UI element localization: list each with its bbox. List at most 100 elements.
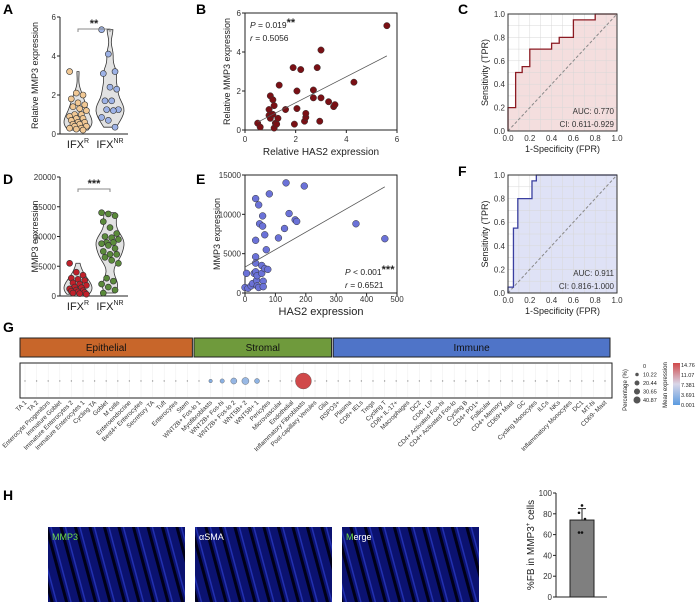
data-point [251, 194, 260, 203]
x-tick-label: 2 [293, 135, 298, 144]
significance-bracket [77, 188, 111, 192]
data-point [76, 105, 83, 112]
dot-18 [230, 377, 238, 385]
dot-28 [349, 380, 351, 382]
ci-label: CI: 0.816-1.000 [559, 282, 615, 291]
data-point [317, 94, 325, 102]
dot-16 [208, 379, 213, 383]
data-point [101, 254, 109, 261]
dot-23 [291, 380, 293, 382]
y-tick-label: 20 [543, 572, 552, 581]
dotplot-frame [19, 362, 613, 399]
group-label: Epithelial [86, 343, 127, 354]
data-point [269, 96, 277, 104]
x-tick-label: 0 [243, 295, 248, 304]
data-point [115, 236, 122, 243]
significance-stars: *** [88, 178, 102, 190]
dot-13 [175, 380, 177, 382]
plot-frame [507, 174, 618, 294]
chart-b: 0 2 4 6 0 2 4 6 Relative HAS2 expression Relative… [222, 9, 400, 158]
data-point [111, 123, 119, 131]
y-tick-label: 0 [237, 289, 242, 298]
data-point [331, 101, 339, 109]
y-axis-label: Relative MMP3 expression [30, 22, 40, 129]
regression-line [244, 186, 386, 268]
data-point [325, 98, 333, 106]
dot-41 [499, 380, 502, 382]
chart-e: 0 5000 10000 15000 0 100 200 300 400 500 HAS2 expr… [212, 171, 404, 318]
y-tick-label: 0.4 [494, 242, 506, 251]
data-point [101, 97, 109, 105]
group-bar-immune [332, 337, 611, 358]
dot-22 [279, 380, 281, 382]
dot-9 [128, 380, 131, 382]
dot-37 [453, 380, 455, 382]
y-axis-label: Sensitivity (TPR) [480, 39, 490, 106]
panel-label-g: G [3, 319, 14, 335]
data-point [258, 222, 267, 230]
image-asma [195, 527, 332, 602]
data-point [66, 259, 73, 267]
chart-c: 0.00.0 0.2 0.2 0.4 0.4 0.6 0.6 0.8 0.8 1.0 1.0 1-Sp… [480, 10, 623, 154]
y-tick-label: 0.6 [494, 57, 506, 66]
data-point [264, 265, 272, 274]
group-label: Immune [454, 343, 491, 354]
x-tick-label: 200 [299, 295, 313, 304]
roc-curve [507, 174, 617, 293]
x-tick-label: IFXNR [96, 300, 123, 313]
dot-35 [430, 380, 432, 382]
p-stars: *** [382, 264, 396, 276]
size-legend-dot [634, 380, 640, 386]
data-point [67, 95, 75, 103]
data-point [103, 274, 110, 282]
dot-30 [372, 380, 374, 382]
x-tick-label: 0 [243, 135, 248, 144]
data-point [83, 107, 90, 114]
dot-24 [295, 372, 312, 390]
data-point [79, 126, 87, 134]
dot-31 [383, 380, 386, 382]
image-merge [342, 527, 479, 602]
dot-17 [219, 378, 225, 384]
data-point [282, 179, 290, 187]
dot-20 [254, 378, 260, 384]
p-value-annotation: P = 0.019** [250, 17, 296, 30]
data-point [270, 102, 278, 110]
dot-32 [395, 380, 397, 382]
image-label-mmp3: MMP3 [52, 532, 78, 542]
y-tick-label: 5000 [38, 262, 56, 271]
r-value: = 0.6521 [348, 280, 384, 290]
x-tick-label: 400 [360, 295, 374, 304]
data-point [66, 124, 73, 132]
dot-36 [441, 380, 444, 382]
data-point [309, 94, 317, 102]
y-tick-label: 15000 [34, 203, 57, 212]
group-bar-stromal [193, 337, 333, 358]
dot-46 [557, 380, 560, 382]
dot-7 [105, 380, 107, 382]
y-tick-label: 0.6 [494, 218, 506, 227]
dot-43 [523, 380, 525, 382]
data-point [106, 224, 114, 231]
x-tick-label: 0.0 [502, 296, 514, 305]
p-symbol: P [250, 20, 256, 30]
panel-label-b: B [196, 1, 206, 17]
dot-39 [476, 380, 479, 382]
data-point [110, 239, 117, 246]
x-tick-label: 0.6 [568, 134, 580, 143]
y-tick-label: 10000 [219, 210, 242, 219]
dot-49 [592, 380, 595, 382]
dot-1 [35, 380, 38, 382]
dot-8 [117, 380, 119, 382]
dot-4 [70, 380, 73, 382]
roc-curve [507, 13, 617, 131]
data-point [108, 97, 115, 105]
y-axis-label: Relative MMP3 expression [222, 18, 232, 125]
y-tick-label: 15000 [219, 171, 242, 180]
p-symbol: P [345, 267, 351, 277]
dot-47 [569, 380, 571, 382]
y-tick-label: 0.2 [494, 104, 506, 113]
dot-33 [407, 380, 409, 382]
y-tick-label: 0 [52, 292, 57, 301]
